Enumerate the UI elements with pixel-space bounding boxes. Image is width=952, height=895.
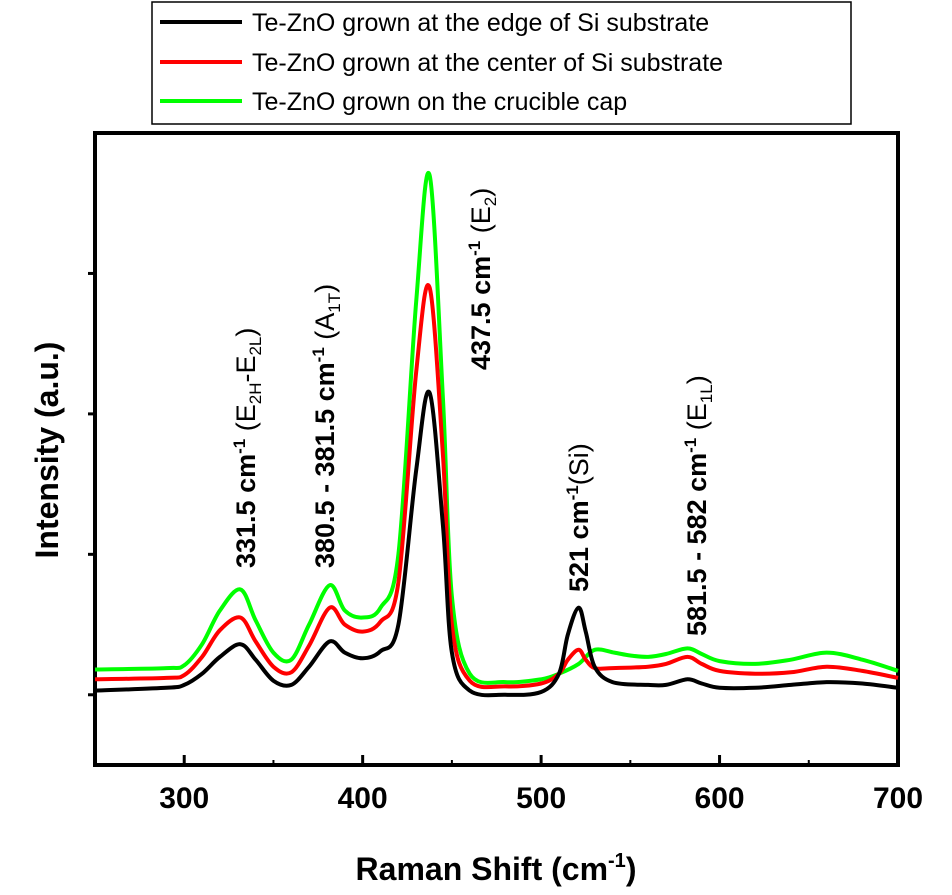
legend-label-cap: Te-ZnO grown on the crucible cap bbox=[252, 88, 627, 116]
annotation-331: 331.5 cm-1 (E2H-E2L) bbox=[230, 328, 265, 568]
annotation-437-end: ) bbox=[466, 188, 496, 197]
annotation-582-value: 581.5 - 582 cm bbox=[682, 453, 712, 636]
annotation-582: 581.5 - 582 cm-1 (E1L) bbox=[681, 375, 716, 636]
series-line-center bbox=[94, 283, 899, 690]
annotation-521-value: 521 cm bbox=[564, 500, 594, 592]
annotation-521: 521 cm-1(Si) bbox=[563, 443, 594, 592]
annotation-331-sup: -1 bbox=[230, 439, 249, 454]
annotation-437-sup: -1 bbox=[465, 241, 484, 256]
annotation-582-sub: 1L bbox=[697, 384, 716, 403]
annotation-437-mode: (E bbox=[466, 206, 496, 241]
x-axis-title-main: Raman Shift (cm bbox=[356, 851, 608, 887]
series-line-edge bbox=[94, 389, 899, 698]
tick-layer: 300 400 500 600 700 bbox=[88, 271, 923, 815]
legend-box bbox=[151, 1, 852, 125]
x-tick-label-300: 300 bbox=[159, 782, 209, 815]
annotation-437-value: 437.5 cm bbox=[466, 256, 496, 370]
y-axis-title: Intensity (a.u.) bbox=[29, 342, 65, 559]
annotation-331-end: ) bbox=[231, 328, 261, 337]
annotation-381-value: 380.5 - 381.5 cm bbox=[310, 362, 340, 568]
annotation-381: 380.5 - 381.5 cm-1 (A1T) bbox=[309, 284, 344, 568]
x-axis-title-end: ) bbox=[626, 851, 637, 887]
peak-annotations: 331.5 cm-1 (E2H-E2L) 380.5 - 381.5 cm-1 … bbox=[230, 188, 716, 636]
x-axis-title-sup: -1 bbox=[608, 850, 626, 872]
annotation-582-mode: (E bbox=[682, 403, 712, 438]
x-tick-label-500: 500 bbox=[516, 782, 566, 815]
annotation-437-sub: 2 bbox=[481, 197, 500, 206]
annotation-582-end: ) bbox=[682, 375, 712, 384]
series-line-cap bbox=[94, 170, 899, 685]
annotation-521-mode: (Si) bbox=[564, 443, 594, 485]
annotation-381-sup: -1 bbox=[309, 347, 328, 362]
x-tick-label-700: 700 bbox=[873, 782, 923, 815]
annotation-582-sup: -1 bbox=[681, 438, 700, 453]
annotation-331-mode2: -E bbox=[231, 356, 261, 383]
annotation-331-sub2: 2L bbox=[246, 337, 265, 356]
x-tick-label-400: 400 bbox=[338, 782, 388, 815]
legend: Te-ZnO grown at the edge of Si substrate… bbox=[151, 1, 852, 125]
plot-area bbox=[93, 131, 900, 767]
annotation-381-end: ) bbox=[310, 284, 340, 293]
series-layer bbox=[94, 170, 899, 698]
annotation-381-sub: 1T bbox=[325, 293, 344, 313]
annotation-331-value: 331.5 cm bbox=[231, 454, 261, 568]
x-axis-title: Raman Shift (cm-1) bbox=[356, 850, 637, 887]
legend-label-edge: Te-ZnO grown at the edge of Si substrate bbox=[252, 9, 709, 37]
x-tick-label-600: 600 bbox=[695, 782, 745, 815]
annotation-381-mode: (A bbox=[310, 313, 340, 348]
annotation-437: 437.5 cm-1 (E2) bbox=[465, 188, 500, 370]
annotation-331-mode: (E bbox=[231, 404, 261, 439]
annotation-331-sub1: 2H bbox=[246, 383, 265, 405]
annotation-521-sup: -1 bbox=[563, 485, 582, 500]
legend-label-center: Te-ZnO grown at the center of Si substra… bbox=[252, 49, 723, 77]
